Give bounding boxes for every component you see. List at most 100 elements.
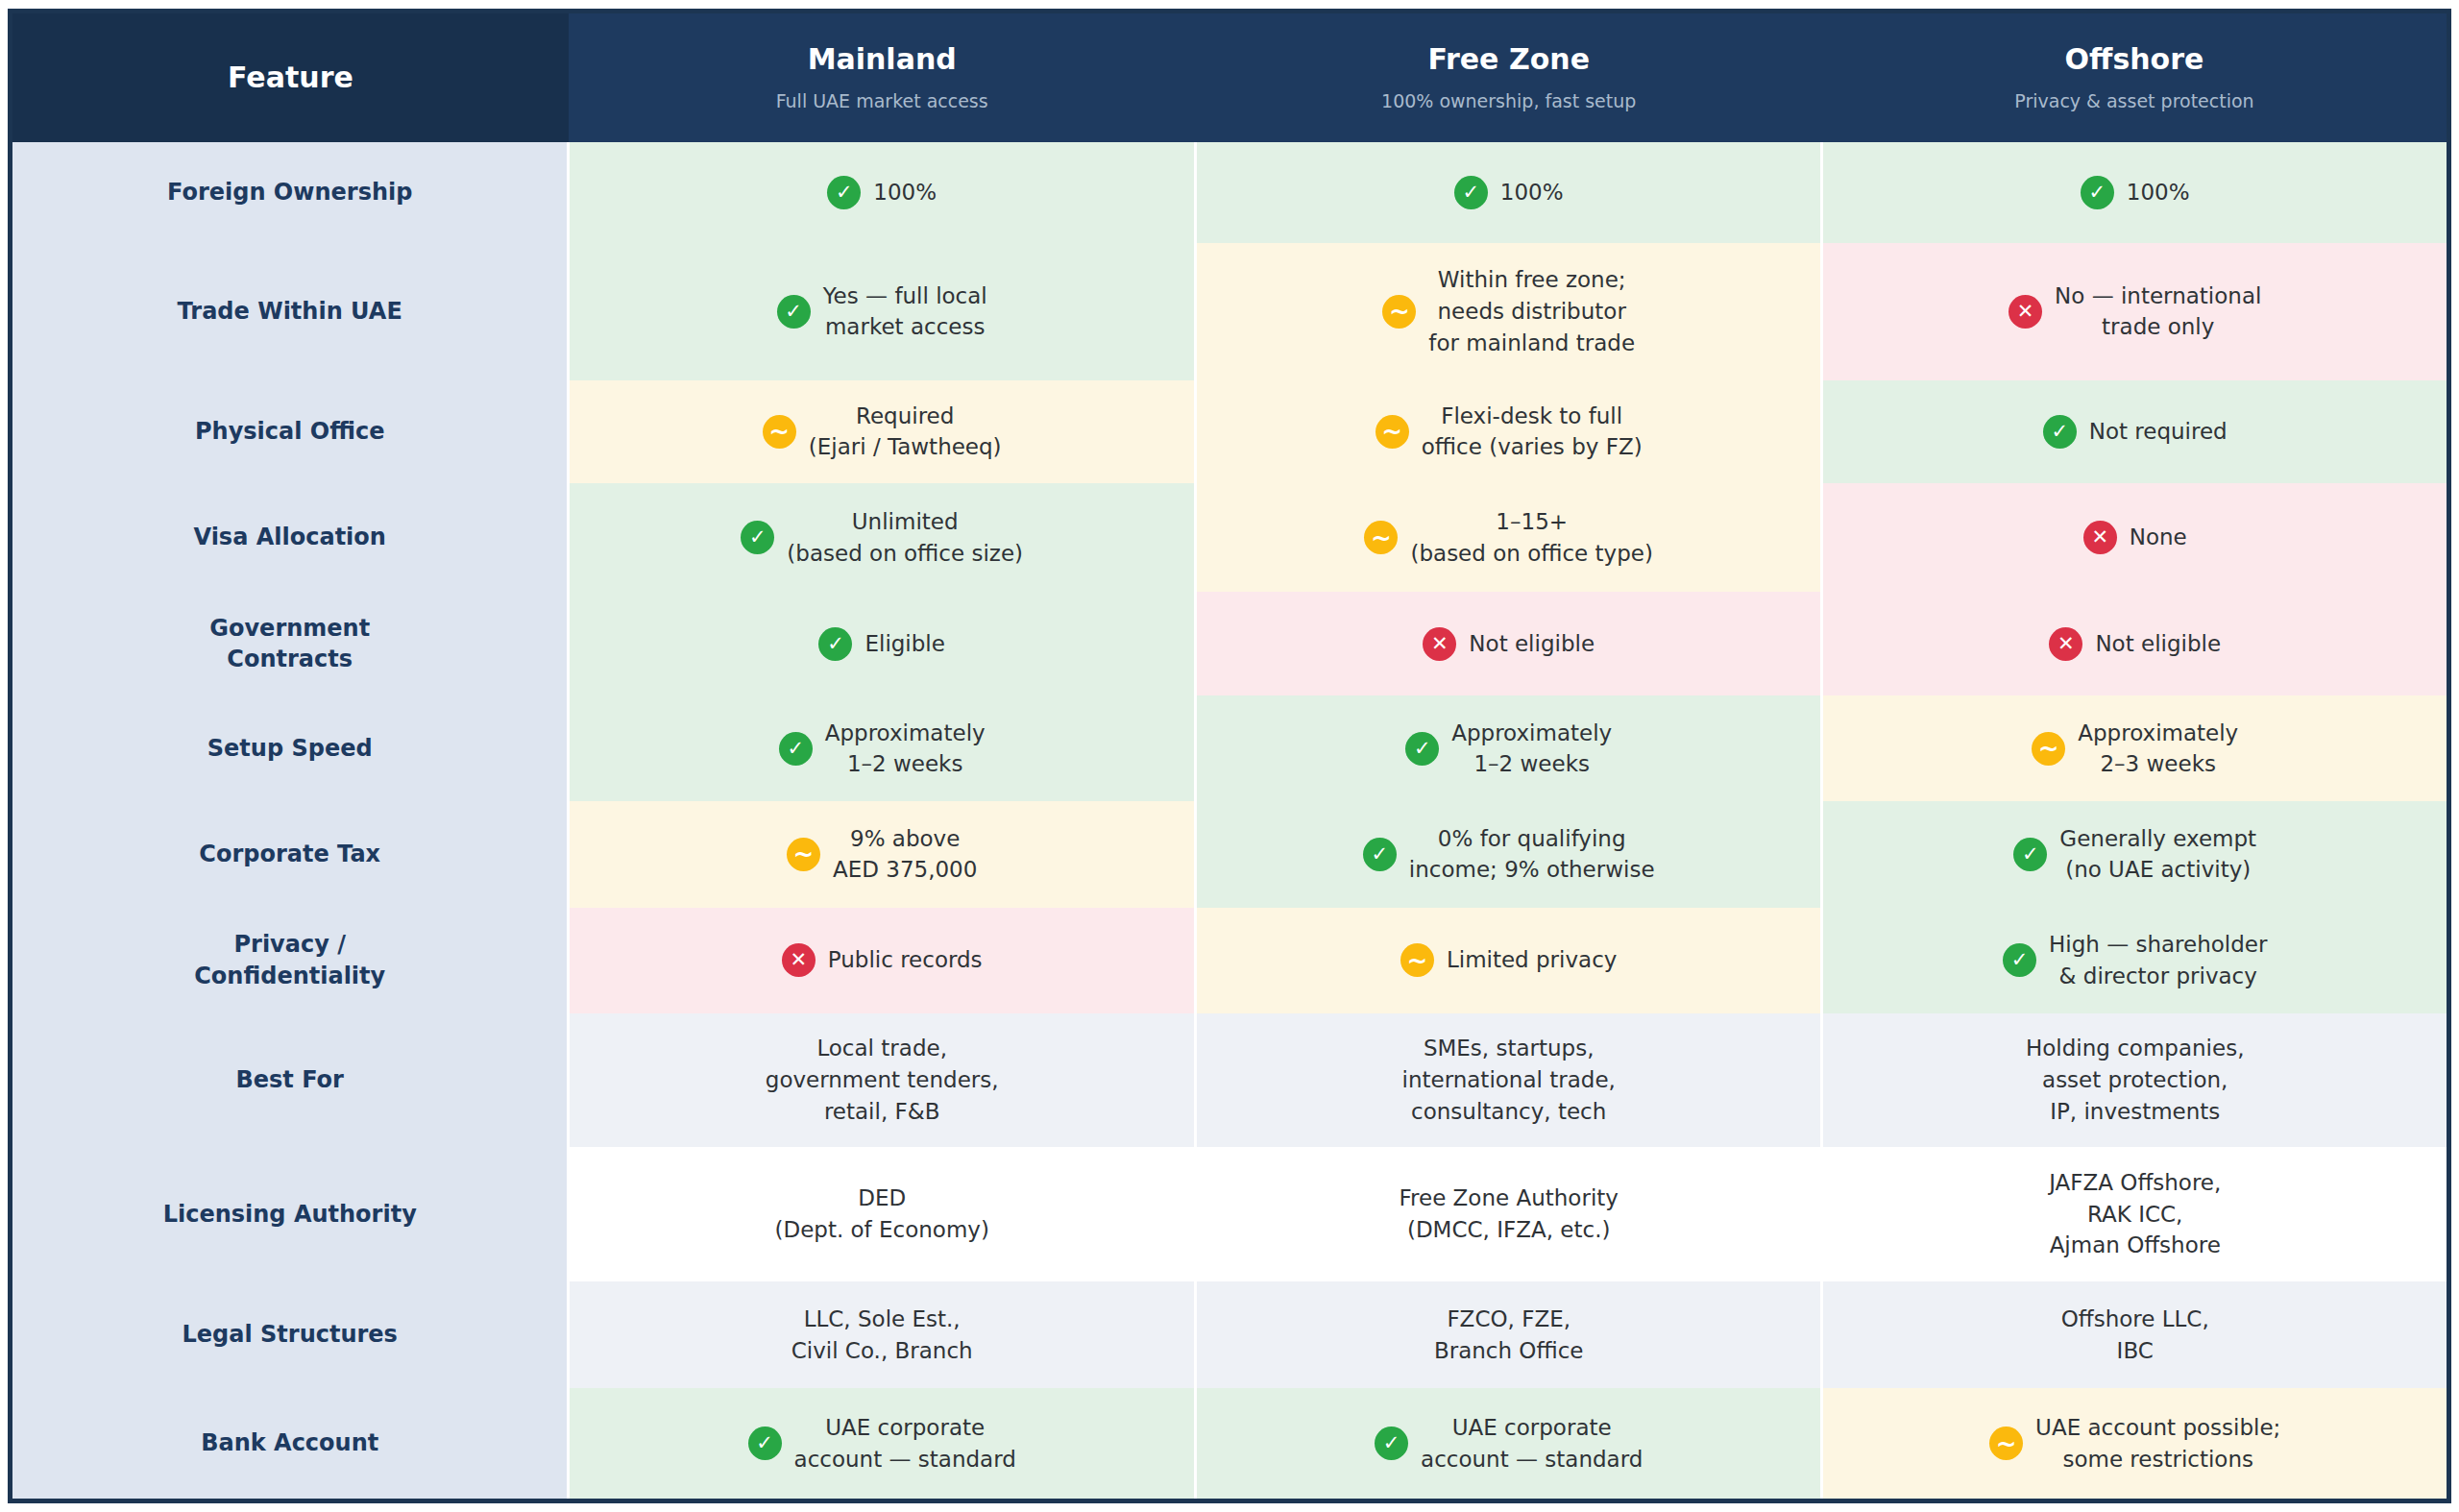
tilde-icon: ~	[2032, 732, 2065, 766]
cell-text: Within free zone;needs distributorfor ma…	[1428, 264, 1635, 358]
value-cell: ~ UAE account possible;some restrictions	[1822, 1388, 2449, 1500]
tilde-icon: ~	[1382, 295, 1416, 329]
feature-row: Physical Office ~ Required(Ejari / Tawthee…	[11, 380, 2449, 483]
column-title: Free Zone	[1195, 42, 1822, 77]
feature-label: Privacy /Confidentiality	[11, 908, 569, 1013]
cell-text: Not required	[2089, 416, 2228, 448]
feature-row: Bank Account✓UAE corporateaccount — stan…	[11, 1388, 2449, 1500]
value-cell: ~ Within free zone;needs distributorfor m…	[1195, 243, 1822, 380]
check-icon: ✓	[777, 295, 811, 329]
feature-column-header: Feature	[11, 12, 569, 142]
tilde-icon: ~	[1364, 521, 1398, 554]
cell-text: FZCO, FZE,Branch Office	[1434, 1304, 1584, 1366]
x-icon: ✕	[2009, 295, 2042, 329]
value-cell: ✕None	[1822, 483, 2449, 592]
cell-text: Not eligible	[1469, 628, 1595, 660]
feature-row: Setup Speed✓Approximately1–2 weeks✓Appro…	[11, 695, 2449, 801]
column-header-free-zone: Free Zone 100% ownership, fast setup	[1195, 12, 1822, 142]
value-cell: ✓Not required	[1822, 380, 2449, 483]
feature-label: Physical Office	[11, 380, 569, 483]
value-cell: FZCO, FZE,Branch Office	[1195, 1281, 1822, 1388]
feature-row: Best ForLocal trade,government tenders,r…	[11, 1013, 2449, 1147]
feature-row: Legal StructuresLLC, Sole Est.,Civil Co.…	[11, 1281, 2449, 1388]
check-icon: ✓	[1363, 838, 1397, 871]
x-icon: ✕	[2083, 521, 2117, 554]
cell-text: LLC, Sole Est.,Civil Co., Branch	[791, 1304, 973, 1366]
value-cell: LLC, Sole Est.,Civil Co., Branch	[569, 1281, 1196, 1388]
check-icon: ✓	[1405, 732, 1439, 766]
value-cell: Local trade,government tenders,retail, F…	[569, 1013, 1196, 1147]
cell-text: Offshore LLC,IBC	[2061, 1304, 2209, 1366]
cell-text: High — shareholder& director privacy	[2049, 929, 2267, 991]
value-cell: ✓UAE corporateaccount — standard	[569, 1388, 1196, 1500]
value-cell: ✓Eligible	[569, 592, 1196, 695]
feature-row: Trade Within UAE✓Yes — full localmarket …	[11, 243, 2449, 380]
check-icon: ✓	[1375, 1427, 1408, 1460]
feature-label: Visa Allocation	[11, 483, 569, 592]
column-title: Mainland	[569, 42, 1196, 77]
cell-text: Limited privacy	[1447, 944, 1618, 976]
cell-text: Approximately1–2 weeks	[1451, 718, 1612, 780]
cell-text: 100%	[1500, 177, 1564, 208]
tilde-icon: ~	[787, 838, 820, 871]
comparison-page: Feature Mainland Full UAE market access …	[0, 0, 2459, 1512]
value-cell: ~ Approximately2–3 weeks	[1822, 695, 2449, 801]
check-icon: ✓	[779, 732, 813, 766]
comparison-table-body: Foreign Ownership ✓ 100% ✓ 100% ✓ 100% Trade Wi…	[11, 142, 2449, 1501]
column-subtitle: Privacy & asset protection	[1822, 90, 2447, 112]
tilde-icon: ~	[1989, 1427, 2023, 1460]
column-header-offshore: Offshore Privacy & asset protection	[1822, 12, 2449, 142]
check-icon: ✓	[2081, 176, 2114, 209]
value-cell: ✕Public records	[569, 908, 1196, 1013]
value-cell: ✕Not eligible	[1822, 592, 2449, 695]
feature-row: Licensing AuthorityDED(Dept. of Economy)…	[11, 1147, 2449, 1281]
cell-text: Flexi-desk to fulloffice (varies by FZ)	[1422, 401, 1643, 463]
cell-text: Local trade,government tenders,retail, F…	[766, 1033, 999, 1127]
check-icon: ✓	[2013, 838, 2047, 871]
tilde-icon: ~	[1400, 943, 1434, 977]
feature-row: GovernmentContracts✓Eligible✕Not eligibl…	[11, 592, 2449, 695]
value-cell: ✓0% for qualifyingincome; 9% otherwise	[1195, 801, 1822, 907]
value-cell: ✓Generally exempt(no UAE activity)	[1822, 801, 2449, 907]
check-icon: ✓	[818, 627, 852, 661]
cell-text: Approximately2–3 weeks	[2078, 718, 2238, 780]
value-cell: Offshore LLC,IBC	[1822, 1281, 2449, 1388]
value-cell: Holding companies,asset protection,IP, i…	[1822, 1013, 2449, 1147]
feature-row: Foreign Ownership✓100%✓100%✓100%	[11, 142, 2449, 243]
check-icon: ✓	[741, 521, 774, 554]
value-cell: ✓ UAE corporateaccount — standard	[1195, 1388, 1822, 1500]
cell-text: 100%	[873, 177, 937, 208]
cell-text: Unlimited(based on office size)	[787, 506, 1023, 569]
feature-label: Corporate Tax	[11, 801, 569, 907]
value-cell: ✓ 100%	[569, 142, 1196, 243]
check-icon: ✓	[2003, 943, 2036, 977]
value-cell: ✓ High — shareholder& director privacy	[1822, 908, 2449, 1013]
value-cell: ✕Not eligible	[1195, 592, 1822, 695]
cell-text: No — internationaltrade only	[2055, 280, 2261, 343]
cell-text: Free Zone Authority(DMCC, IFZA, etc.)	[1399, 1183, 1618, 1245]
value-cell: ~1–15+(based on office type)	[1195, 483, 1822, 592]
feature-row: Corporate Tax~9% aboveAED 375,000✓0% for…	[11, 801, 2449, 907]
cell-text: UAE corporateaccount — standard	[794, 1412, 1016, 1475]
value-cell: Free Zone Authority(DMCC, IFZA, etc.)	[1195, 1147, 1822, 1281]
feature-label: Trade Within UAE	[11, 243, 569, 380]
cell-text: Required(Ejari / Tawtheeq)	[809, 401, 1002, 463]
cell-text: UAE corporateaccount — standard	[1421, 1412, 1643, 1475]
cell-text: 100%	[2127, 177, 2190, 208]
cell-text: 1–15+(based on office type)	[1410, 506, 1652, 569]
value-cell: ✓ 100%	[1822, 142, 2449, 243]
header-row: Feature Mainland Full UAE market access …	[11, 12, 2449, 142]
value-cell: ~ Required(Ejari / Tawtheeq)	[569, 380, 1196, 483]
cell-text: Public records	[828, 944, 983, 976]
cell-text: UAE account possible;some restrictions	[2035, 1412, 2280, 1475]
cell-text: JAFZA Offshore,RAK ICC,Ajman Offshore	[2049, 1167, 2221, 1261]
column-title: Offshore	[1822, 42, 2447, 77]
feature-label: Foreign Ownership	[11, 142, 569, 243]
feature-label: GovernmentContracts	[11, 592, 569, 695]
comparison-table-header: Feature Mainland Full UAE market access …	[11, 12, 2449, 142]
x-icon: ✕	[2049, 627, 2082, 661]
value-cell: ~Flexi-desk to fulloffice (varies by FZ)	[1195, 380, 1822, 483]
comparison-table: Feature Mainland Full UAE market access …	[8, 9, 2451, 1503]
tilde-icon: ~	[763, 415, 796, 449]
check-icon: ✓	[827, 176, 861, 209]
